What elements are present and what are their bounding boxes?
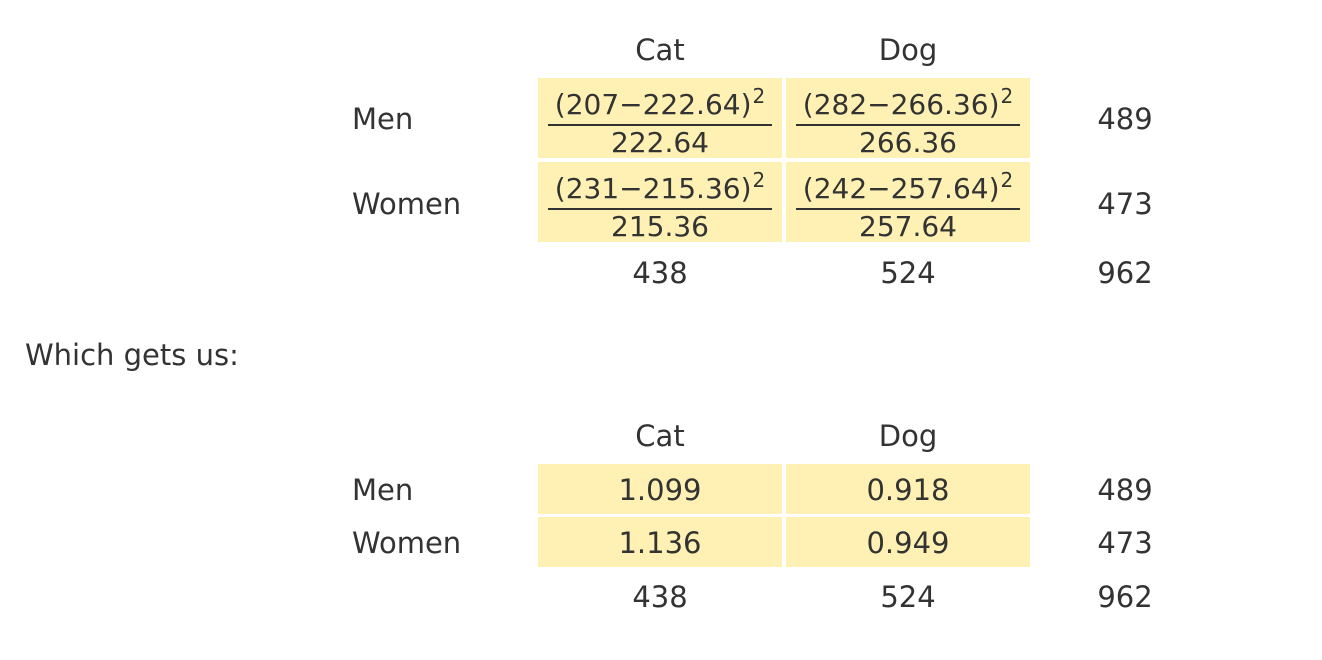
fraction-denominator: 266.36 bbox=[859, 126, 957, 159]
intro-text: Which gets us: bbox=[25, 338, 239, 372]
fraction-bar bbox=[796, 208, 1020, 210]
table-cell: (242−257.64)2 257.64 bbox=[786, 162, 1030, 242]
row-total-women: 473 bbox=[1097, 187, 1153, 221]
table-cell: 1.099 bbox=[538, 464, 782, 514]
table-cell: 1.136 bbox=[538, 517, 782, 567]
row-label-women: Women bbox=[352, 526, 462, 560]
fraction-denominator: 215.36 bbox=[611, 210, 709, 243]
fraction-numerator: (207−222.64)2 bbox=[554, 84, 766, 121]
table-cell: 0.918 bbox=[786, 464, 1030, 514]
fraction-denominator: 257.64 bbox=[859, 210, 957, 243]
cell-value: 1.099 bbox=[618, 473, 702, 507]
col-total-cat: 438 bbox=[632, 256, 688, 290]
row-total-women: 473 bbox=[1097, 526, 1153, 560]
col-header-dog: Dog bbox=[878, 33, 938, 67]
cell-value: 0.918 bbox=[866, 473, 950, 507]
fraction-numerator: (282−266.36)2 bbox=[802, 84, 1014, 121]
row-total-men: 489 bbox=[1097, 102, 1153, 136]
fraction-bar bbox=[548, 124, 772, 126]
fraction-bar bbox=[796, 124, 1020, 126]
cell-value: 0.949 bbox=[866, 526, 950, 560]
table-cell: (231−215.36)2 215.36 bbox=[538, 162, 782, 242]
col-header-cat: Cat bbox=[635, 419, 685, 453]
table-cell: (282−266.36)2 266.36 bbox=[786, 78, 1030, 158]
row-label-men: Men bbox=[352, 102, 414, 136]
fraction-bar bbox=[548, 208, 772, 210]
col-total-cat: 438 bbox=[632, 580, 688, 614]
col-total-dog: 524 bbox=[880, 580, 936, 614]
col-header-cat: Cat bbox=[635, 33, 685, 67]
table-cell: (207−222.64)2 222.64 bbox=[538, 78, 782, 158]
row-label-women: Women bbox=[352, 187, 462, 221]
grand-total: 962 bbox=[1097, 580, 1153, 614]
table-cell: 0.949 bbox=[786, 517, 1030, 567]
fraction-numerator: (231−215.36)2 bbox=[554, 168, 766, 205]
col-total-dog: 524 bbox=[880, 256, 936, 290]
fraction-denominator: 222.64 bbox=[611, 126, 709, 159]
row-label-men: Men bbox=[352, 473, 414, 507]
grand-total: 962 bbox=[1097, 256, 1153, 290]
col-header-dog: Dog bbox=[878, 419, 938, 453]
fraction-numerator: (242−257.64)2 bbox=[802, 168, 1014, 205]
row-total-men: 489 bbox=[1097, 473, 1153, 507]
cell-value: 1.136 bbox=[618, 526, 702, 560]
